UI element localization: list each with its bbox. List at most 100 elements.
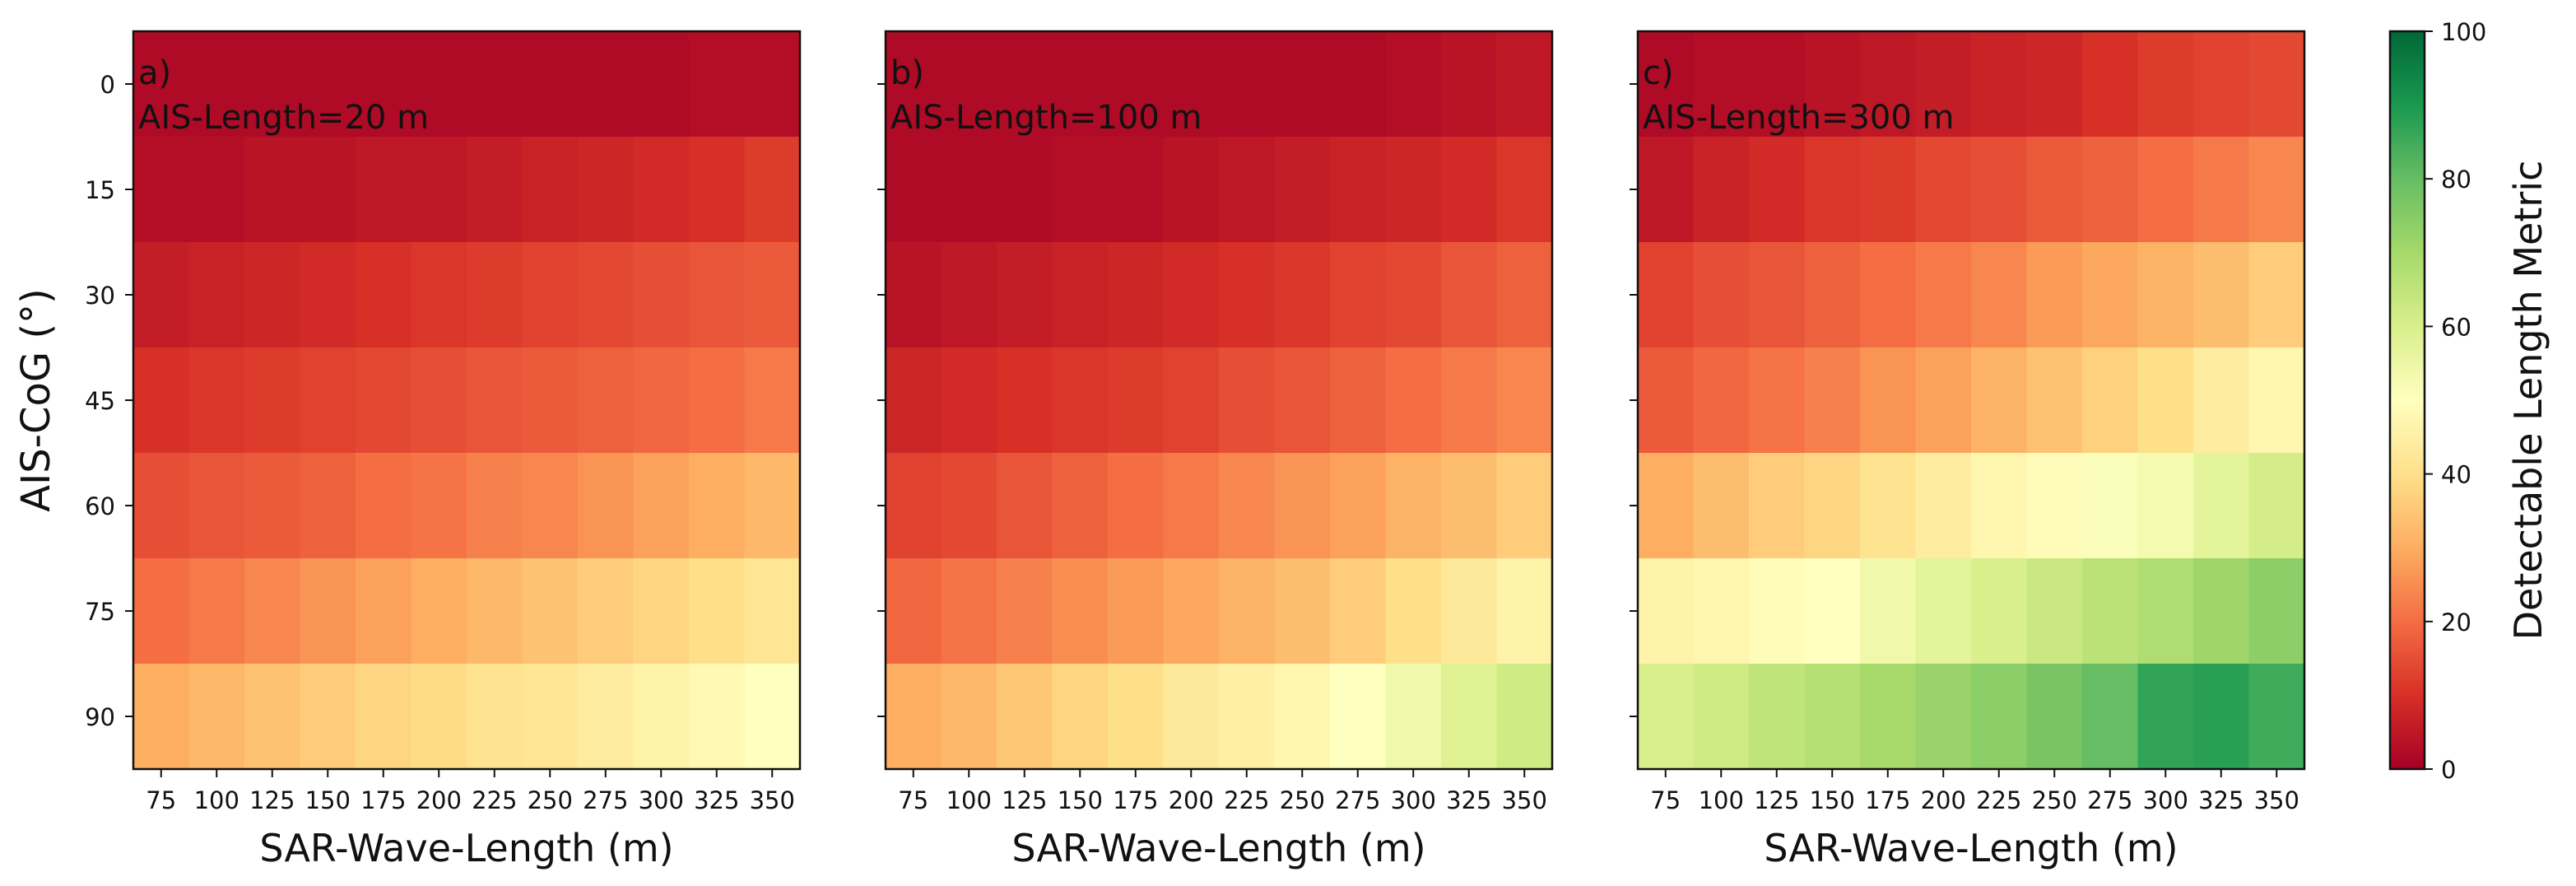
- heatmap-cell: [1441, 453, 1498, 559]
- x-tick-label: 175: [360, 786, 406, 814]
- heatmap-cell: [1749, 558, 1806, 664]
- heatmap-cell: [2026, 347, 2083, 454]
- heatmap-cell: [997, 453, 1053, 559]
- heatmap-cell: [1496, 453, 1553, 559]
- heatmap-cell: [886, 242, 942, 348]
- heatmap-cell: [941, 347, 997, 454]
- heatmap-cell: [689, 558, 746, 664]
- heatmap-cell: [300, 242, 356, 348]
- heatmap-cell: [1330, 137, 1387, 243]
- heatmap-cell: [2082, 453, 2139, 559]
- heatmap-cell: [744, 453, 801, 559]
- colorbar-tick-label: 80: [2441, 166, 2471, 194]
- heatmap-cell: [356, 453, 412, 559]
- heatmap-cell: [1219, 558, 1276, 664]
- heatmap-cell: [1330, 347, 1387, 454]
- heatmap-cell: [633, 347, 690, 454]
- heatmap-cell: [1971, 242, 2028, 348]
- heatmap-cell: [188, 558, 245, 664]
- heatmap-cell: [1693, 347, 1750, 454]
- heatmap-cell: [1638, 664, 1695, 770]
- heatmap-cell: [1496, 558, 1553, 664]
- heatmap-cell: [633, 453, 690, 559]
- heatmap-cell: [1860, 242, 1917, 348]
- heatmap-cell: [886, 137, 942, 243]
- heatmap-cell: [244, 242, 301, 348]
- heatmap-cell: [1496, 137, 1553, 243]
- heatmap-cell: [578, 137, 635, 243]
- heatmap-cell: [744, 31, 801, 138]
- heatmap-cell: [689, 453, 746, 559]
- heatmap-cell: [1693, 31, 1750, 138]
- heatmap-cell: [1693, 242, 1750, 348]
- heatmap-cell: [1385, 31, 1442, 138]
- heatmap-cell: [578, 558, 635, 664]
- panel-title: AIS-Length=300 m: [1643, 99, 1955, 137]
- heatmap-cell: [1330, 31, 1387, 138]
- panel-label: b): [890, 54, 924, 92]
- heatmap-cell: [2026, 137, 2083, 243]
- heatmap-cell: [689, 137, 746, 243]
- heatmap-cell: [1693, 453, 1750, 559]
- heatmap-cell: [2248, 242, 2305, 348]
- heatmap-cell: [133, 31, 190, 138]
- y-tick-label: 15: [85, 176, 115, 204]
- heatmap-cell: [2248, 31, 2305, 138]
- heatmap-cell: [1385, 137, 1442, 243]
- heatmap-cell: [300, 664, 356, 770]
- heatmap-cell: [188, 453, 245, 559]
- heatmap-cell: [356, 558, 412, 664]
- heatmap-cell: [300, 347, 356, 454]
- heatmap-cell: [300, 558, 356, 664]
- heatmap-cell: [1052, 453, 1109, 559]
- x-tick-label: 125: [1754, 786, 1799, 814]
- heatmap-cell: [2026, 453, 2083, 559]
- x-tick-label: 100: [1699, 786, 1744, 814]
- heatmap-cell: [467, 558, 523, 664]
- heatmap-panel: 75 100 125 150 175 200 225 250 275 300 325 350 SAR-W…: [877, 30, 1554, 870]
- heatmap-cell: [522, 664, 579, 770]
- heatmap-cell: [997, 242, 1053, 348]
- heatmap-cell: [578, 347, 635, 454]
- heatmap-cell: [244, 558, 301, 664]
- heatmap-cell: [941, 242, 997, 348]
- heatmap-cell: [1385, 453, 1442, 559]
- heatmap-cell: [1274, 242, 1331, 348]
- heatmap-cell: [1441, 31, 1498, 138]
- heatmap-cell: [1052, 242, 1109, 348]
- heatmap-cell: [1274, 664, 1331, 770]
- x-tick-label: 75: [898, 786, 928, 814]
- heatmap-cell: [2248, 558, 2305, 664]
- heatmap-cell: [1441, 664, 1498, 770]
- y-tick-label: 90: [85, 703, 115, 731]
- heatmap-cell: [1915, 453, 1972, 559]
- heatmap-cell: [411, 558, 467, 664]
- heatmap-cell: [1971, 137, 2028, 243]
- heatmap-cell: [1274, 31, 1331, 138]
- heatmap-cell: [633, 558, 690, 664]
- heatmap-cell: [578, 31, 635, 138]
- heatmap-cell: [133, 664, 190, 770]
- heatmap-cell: [188, 31, 245, 138]
- colorbar-tick-label: 100: [2441, 18, 2486, 46]
- x-tick-label: 225: [1976, 786, 2021, 814]
- heatmap-cell: [467, 31, 523, 138]
- heatmap-cell: [886, 558, 942, 664]
- heatmap-cell: [1971, 453, 2028, 559]
- heatmap-cell: [1971, 664, 2028, 770]
- x-tick-label: 100: [946, 786, 992, 814]
- heatmap-cell: [941, 558, 997, 664]
- x-tick-label: 200: [416, 786, 462, 814]
- heatmap-cell: [744, 558, 801, 664]
- y-tick-label: 0: [100, 71, 115, 99]
- heatmap-cell: [1915, 347, 1972, 454]
- heatmap-cell: [1804, 453, 1861, 559]
- heatmap-cell: [356, 137, 412, 243]
- heatmap-cell: [1860, 558, 1917, 664]
- x-tick-label: 325: [1446, 786, 1491, 814]
- heatmap-cell: [2137, 453, 2194, 559]
- heatmap-cell: [1804, 664, 1861, 770]
- heatmap-cell: [133, 347, 190, 454]
- x-tick-label: 125: [1002, 786, 1047, 814]
- heatmap-cell: [356, 31, 412, 138]
